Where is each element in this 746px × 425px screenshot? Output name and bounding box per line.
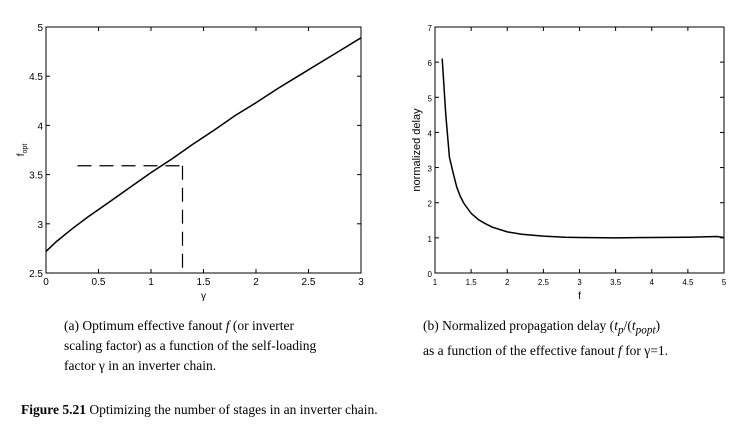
- caption-b-tp: t: [614, 318, 618, 333]
- caption-b-line2-italic: f: [618, 342, 622, 358]
- chart-a-y-tick-label: 3.5: [29, 171, 43, 182]
- chart-b-x-tick-label: 5: [722, 278, 727, 287]
- chart-a-y-tick-label: 4: [37, 121, 43, 132]
- chart-b-x-tick-label: 2.5: [538, 278, 550, 287]
- figure-caption-label: Figure 5.21: [21, 402, 86, 417]
- chart-b-y-label: normalized delay: [411, 108, 423, 192]
- caption-a-italic-f: f: [225, 318, 230, 333]
- chart-a-y-tick-label: 5: [37, 23, 43, 34]
- caption-b-end: ): [655, 318, 661, 333]
- caption-a-line3: factor γ in an inverter chain.: [64, 358, 217, 373]
- caption-b-tpopt: t: [631, 318, 636, 333]
- chart-a-guides: [77, 165, 184, 273]
- chart-a-x-tick-label: 1.5: [197, 277, 211, 288]
- chart-b-x-tick-label: 3: [577, 278, 582, 287]
- caption-b-tpopt-sub: popt: [635, 324, 656, 337]
- chart-a-ticks: 0 0.5 1 1.5 2 2.5 3 2.5 3 3.5 4 4.5 5: [29, 23, 364, 288]
- chart-a-x-label: γ: [201, 291, 206, 302]
- caption-a-line2: scaling factor) as a function of the sel…: [64, 338, 317, 353]
- chart-a-x-tick-label: 3: [358, 277, 364, 288]
- caption-b-mid: /(: [623, 318, 632, 333]
- chart-a-y-tick-label: 3: [37, 220, 43, 231]
- chart-b-x-tick-label: 2: [505, 278, 510, 287]
- chart-b-series-line: [441, 58, 725, 239]
- chart-b-y-tick-label: 2: [428, 200, 433, 209]
- chart-b-x-tick-label: 1.5: [466, 278, 478, 287]
- chart-a-y-label: fopt: [16, 144, 29, 157]
- chart-b-y-tick-label: 0: [428, 270, 433, 279]
- chart-b-x-tick-label: 4.5: [682, 278, 694, 287]
- chart-b-y-tick-label: 1: [428, 235, 433, 244]
- chart-a-x-tick-label: 1: [148, 277, 154, 288]
- chart-a-series-line: [45, 37, 362, 252]
- chart-a-y-tick-label: 2.5: [29, 269, 43, 280]
- chart-b-y-tick-label: 4: [428, 129, 433, 138]
- chart-b-frame: [434, 26, 725, 274]
- caption-a: (a) Optimum effective fanout f (or inver…: [64, 316, 364, 376]
- caption-b: (b) Normalized propagation delay (tp/(tp…: [423, 316, 743, 361]
- chart-a-frame: [45, 26, 362, 274]
- chart-b-x-tick-label: 4: [650, 278, 655, 287]
- chart-b-x-tick-label: 1: [433, 278, 438, 287]
- caption-b-tp-sub: p: [617, 324, 624, 337]
- caption-a-line1-rest: (or inverter: [229, 318, 294, 333]
- figure-caption: Figure 5.21 Optimizing the number of sta…: [21, 402, 378, 418]
- caption-a-prefix: (a) Optimum effective fanout: [64, 318, 226, 333]
- figure-caption-text: Optimizing the number of stages in an in…: [86, 402, 378, 417]
- chart-b-x-tick-label: 3.5: [610, 278, 622, 287]
- chart-b-y-tick-label: 5: [428, 94, 433, 103]
- chart-a-x-tick-label: 2: [253, 277, 259, 288]
- chart-b-y-tick-label: 6: [428, 59, 433, 68]
- chart-b-y-tick-label: 3: [428, 165, 433, 174]
- chart-a-x-tick-label: 0.5: [92, 277, 106, 288]
- chart-a-x-tick-label: 0: [43, 277, 49, 288]
- chart-a: 0 0.5 1 1.5 2 2.5 3 2.5 3 3.5 4 4.5 5 γ fopt: [16, 23, 364, 302]
- caption-b-line2-post: for γ=1.: [621, 342, 669, 358]
- chart-a-y-tick-label: 4.5: [29, 72, 43, 83]
- chart-b-y-tick-label: 7: [428, 24, 433, 33]
- chart-b-x-label: f: [578, 291, 581, 302]
- chart-a-x-tick-label: 2.5: [302, 277, 316, 288]
- caption-b-line2-pre: as a function of the effective fanout: [423, 342, 619, 358]
- caption-b-line1-pre: (b) Normalized propagation delay (: [423, 318, 615, 333]
